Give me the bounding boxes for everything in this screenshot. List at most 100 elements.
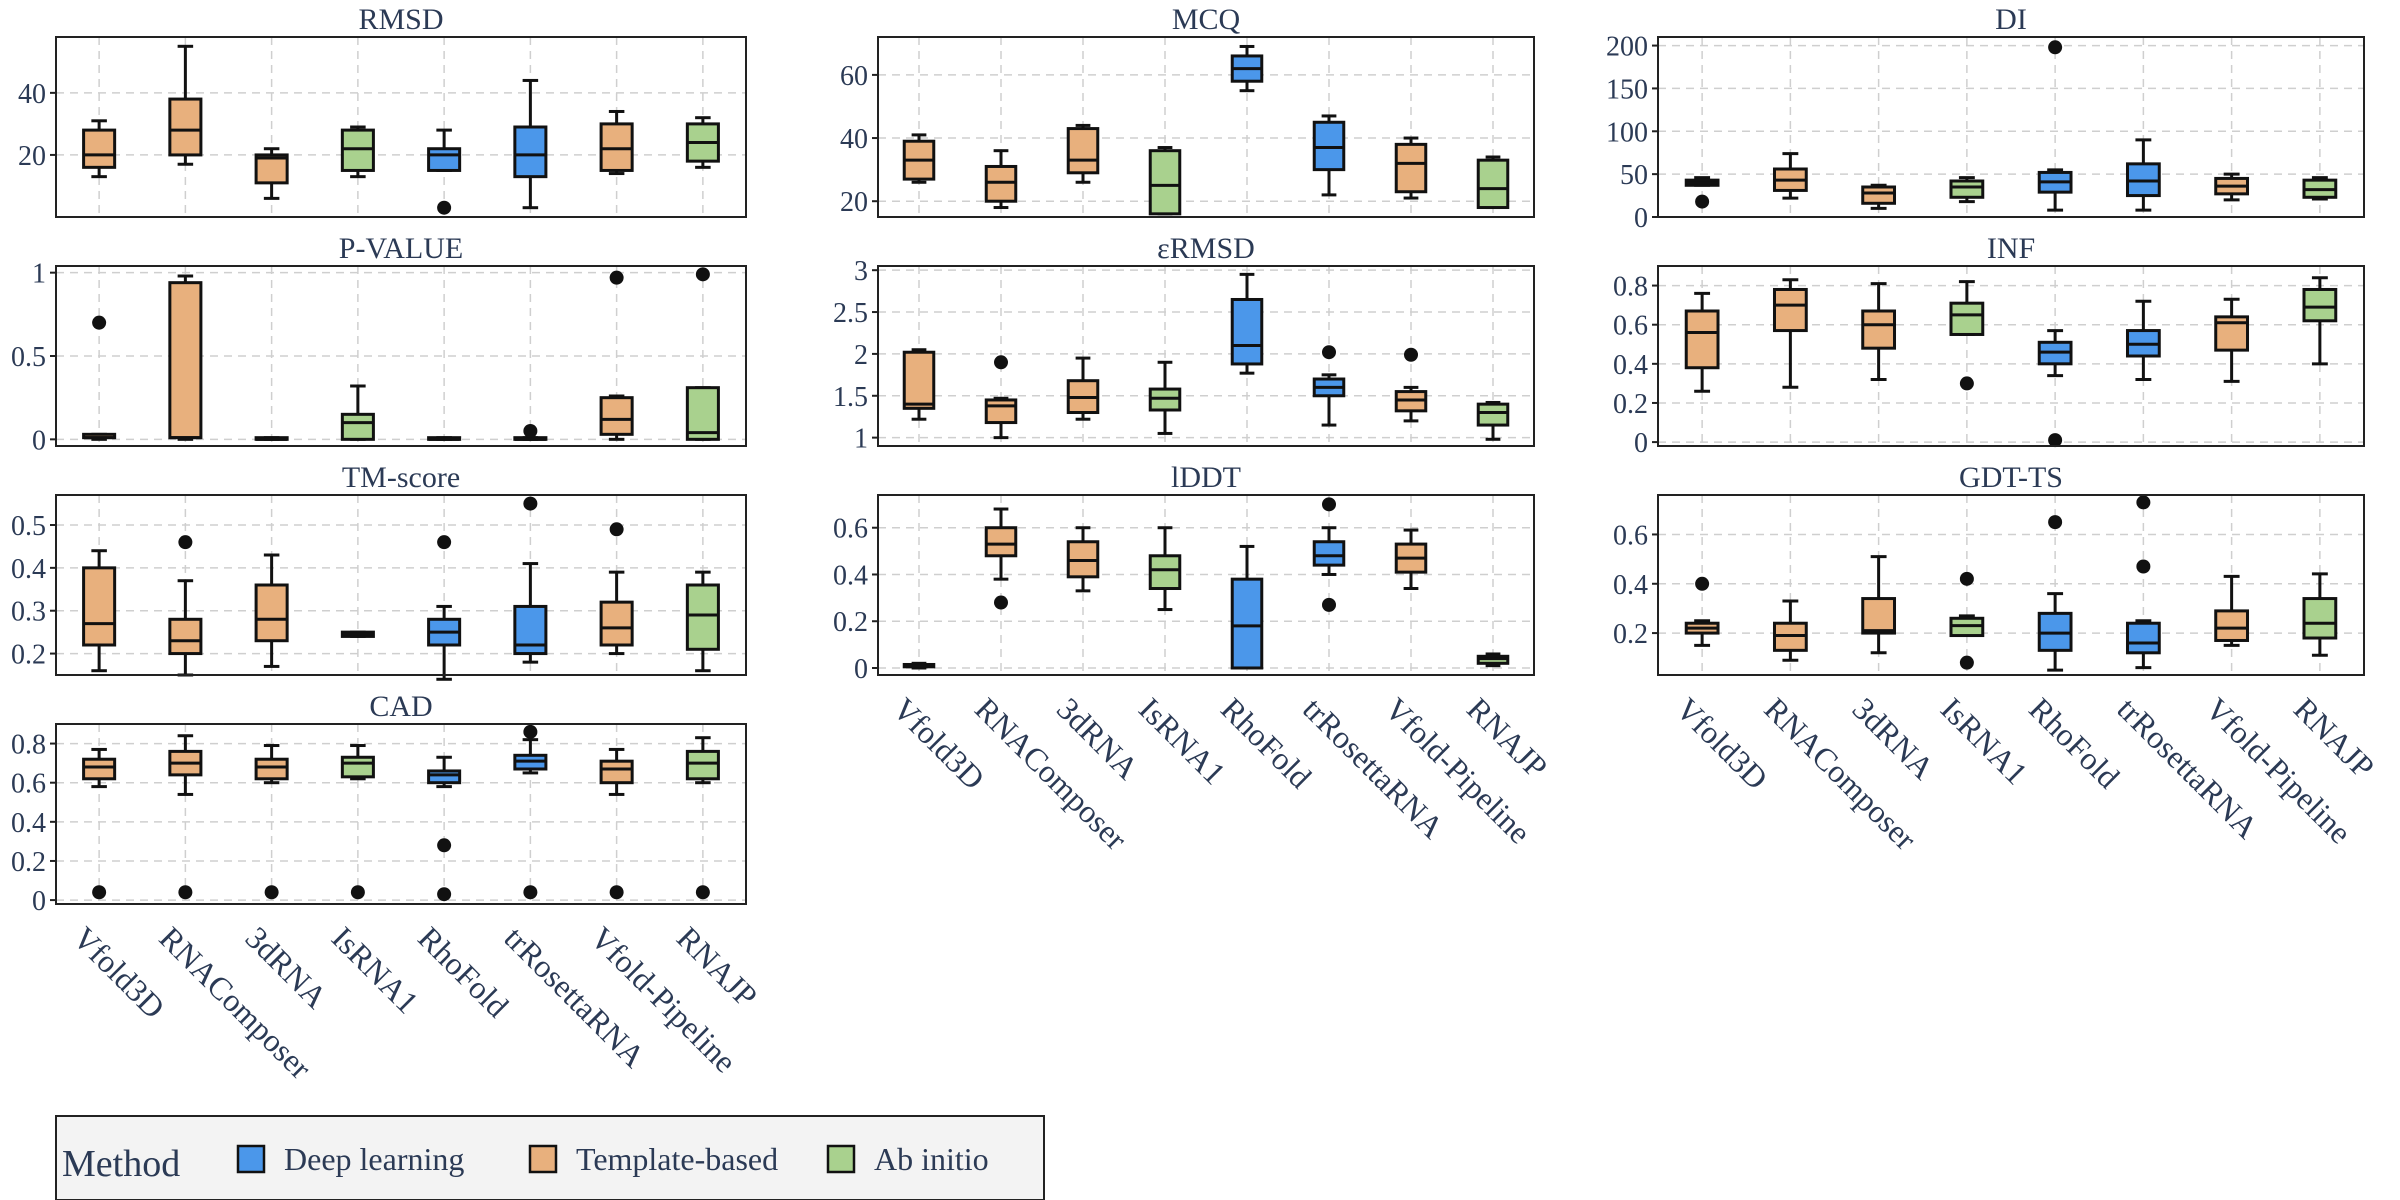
outlier-point	[350, 885, 365, 900]
box-isrna1	[1949, 571, 1985, 670]
box-iqr	[1394, 142, 1428, 194]
y-tick-label: 1	[854, 424, 868, 455]
y-tick-label: 100	[1606, 117, 1648, 148]
box-iqr	[427, 769, 462, 785]
box-trrosettarna	[513, 424, 548, 441]
box-rnajp	[1476, 652, 1510, 668]
panel-mcq: 20 40 60 MCQ	[840, 3, 1535, 218]
outlier-point	[437, 887, 452, 902]
outlier-point	[695, 885, 710, 900]
outlier-point	[523, 424, 538, 438]
y-tick-label: 0.6	[11, 769, 46, 800]
box-iqr	[599, 600, 634, 647]
panel-title: INF	[1987, 232, 2035, 265]
y-tick-label: 0.4	[833, 560, 868, 591]
y-tick-label: 0.5	[11, 342, 46, 373]
outlier-point	[2048, 515, 2063, 530]
box-vfold3d	[1684, 291, 1720, 393]
box-iqr	[254, 757, 289, 781]
box-iqr	[1312, 120, 1346, 172]
x-tick-label: RhoFold	[2022, 690, 2127, 795]
panel-p-value: 0 0.5 1 P-VALUE	[11, 232, 747, 456]
box-rnacomposer	[984, 149, 1018, 210]
box-isrna1	[340, 630, 375, 638]
box-iqr	[1476, 158, 1510, 210]
box-isrna1	[340, 744, 375, 900]
outlier-point	[609, 270, 624, 285]
box-rnacomposer	[168, 535, 203, 677]
box-iqr	[168, 617, 203, 656]
box-iqr	[599, 122, 634, 172]
box-rnacomposer	[168, 734, 203, 900]
outlier-point	[1322, 497, 1336, 512]
panel-title: RMSD	[358, 3, 443, 36]
outlier-point	[2048, 40, 2063, 55]
plot-area	[56, 37, 746, 217]
y-tick-label: 0.2	[1613, 389, 1648, 420]
y-tick-label: 0	[32, 886, 46, 917]
y-tick-label: 200	[1606, 32, 1648, 63]
box-isrna1	[1148, 146, 1182, 216]
panel-di: 0 50 100 150 200 DI	[1606, 3, 2365, 234]
outlier-point	[523, 496, 538, 511]
box-iqr	[599, 759, 634, 785]
box-iqr	[513, 604, 548, 656]
box-3drna	[1861, 183, 1897, 210]
x-tick-label: Vfold3D	[66, 919, 172, 1025]
box-rhofold	[1230, 544, 1264, 670]
y-tick-label: 2	[854, 340, 868, 371]
box-rnajp	[1476, 400, 1510, 441]
box-vfold-pipeline	[1394, 528, 1428, 591]
box-iqr	[168, 281, 203, 440]
box-iqr	[2302, 287, 2338, 323]
y-tick-label: 2.5	[833, 298, 868, 329]
panel-title: GDT-TS	[1959, 461, 2063, 494]
outlier-point	[437, 535, 452, 550]
box-iqr	[1772, 287, 1808, 333]
panel-title: εRMSD	[1157, 232, 1255, 265]
y-tick-label: 0.2	[11, 847, 46, 878]
box-iqr	[1861, 185, 1897, 205]
box-iqr	[340, 412, 375, 441]
box-rhofold	[1230, 272, 1264, 375]
plot-area	[56, 495, 746, 675]
box-vfold-pipeline	[599, 747, 634, 900]
box-iqr	[340, 755, 375, 779]
outlier-point	[994, 355, 1008, 370]
box-vfold3d	[1684, 176, 1720, 209]
outlier-point	[609, 522, 624, 537]
x-tick-label: IsRNA1	[1132, 690, 1233, 791]
outlier-point	[695, 267, 710, 282]
box-rhofold	[1230, 44, 1264, 93]
box-iqr	[1312, 540, 1346, 567]
outlier-point	[523, 724, 538, 739]
outlier-point	[437, 200, 452, 215]
plot-frame	[877, 36, 1535, 218]
x-tick-label: RhoFold	[411, 919, 516, 1024]
outlier-point	[1959, 571, 1974, 586]
plot-frame	[55, 494, 747, 676]
plot-area	[878, 266, 1534, 446]
outlier-point	[994, 595, 1008, 610]
box-vfold-pipeline	[1394, 347, 1428, 423]
outlier-point	[523, 885, 538, 900]
box-isrna1	[1949, 176, 1985, 204]
box-3drna	[254, 436, 289, 441]
box-vfold-pipeline	[2214, 297, 2250, 383]
box-vfold-pipeline	[1394, 136, 1428, 200]
box-3drna	[1861, 555, 1897, 655]
box-trrosettarna	[513, 78, 548, 210]
panel-rmsd: 20 40 RMSD	[18, 3, 747, 218]
legend: Method Deep learning Template-based Ab init…	[55, 1115, 1045, 1200]
box-isrna1	[1949, 280, 1985, 391]
box-vfold3d	[1684, 576, 1720, 647]
box-trrosettarna	[2125, 495, 2161, 670]
box-trrosettarna	[2125, 138, 2161, 212]
box-rnajp	[685, 116, 720, 169]
plot-area	[1658, 37, 2364, 217]
box-3drna	[1861, 282, 1897, 381]
y-tick-label: 1.5	[833, 382, 868, 413]
panel-cad: 00.20.40.60.8CADVfold3DRNAComposer3dRNAI…	[11, 690, 765, 1086]
legend-entry: Template-based	[528, 1141, 778, 1177]
box-rnajp	[2302, 572, 2338, 657]
